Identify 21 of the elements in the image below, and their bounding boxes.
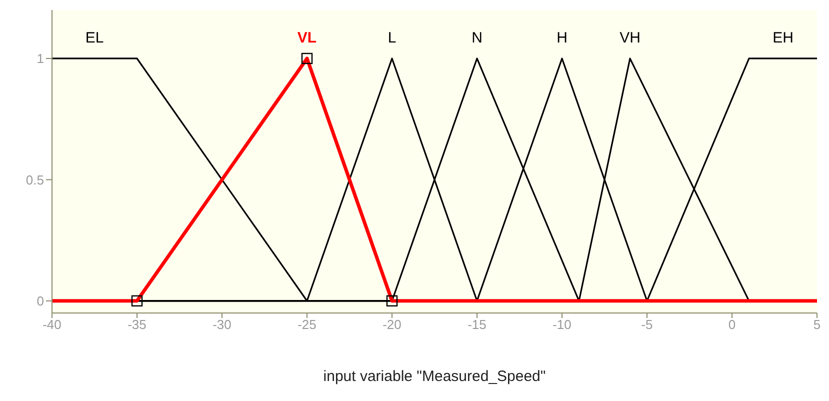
x-tick-label: -5 (641, 317, 653, 332)
x-tick-label: -40 (42, 317, 62, 332)
series-label: VH (620, 29, 640, 46)
series-label: EL (85, 29, 104, 46)
x-tick-label: -10 (552, 317, 572, 332)
y-tick-label: 0 (36, 293, 44, 308)
series-label: VL (297, 29, 317, 46)
x-tick-label: -30 (212, 317, 232, 332)
x-tick-label: 5 (813, 317, 821, 332)
x-tick-label: -35 (128, 317, 146, 332)
series-label: L (388, 29, 396, 46)
series-label: EH (772, 29, 794, 46)
x-tick-label: -20 (382, 317, 402, 332)
series-label: N (472, 29, 482, 46)
series-label: H (556, 29, 568, 46)
y-tick-label: 1 (36, 51, 44, 66)
x-axis-title: input variable "Measured_Speed" (323, 368, 546, 385)
x-tick-label: -25 (298, 317, 316, 332)
y-tick-label: 0.5 (26, 172, 44, 188)
x-tick-label: -15 (468, 317, 486, 332)
x-tick-label: 0 (728, 317, 736, 332)
